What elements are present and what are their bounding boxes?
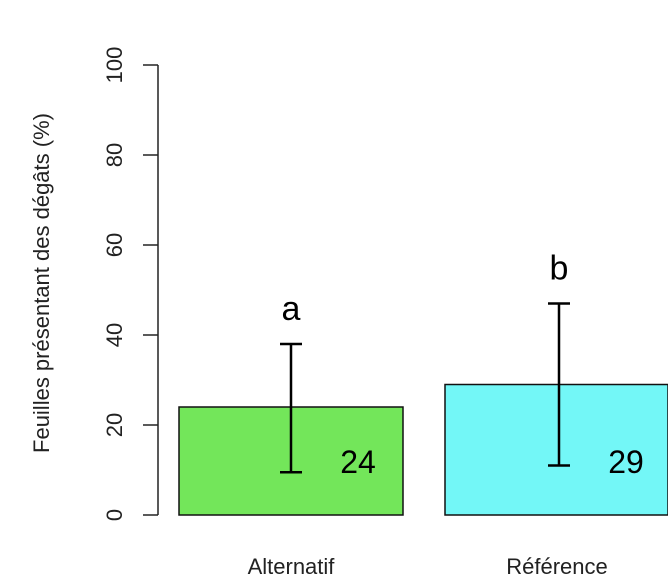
y-axis: 0 20 40 60 80 100 xyxy=(102,47,159,521)
x-category-label: Alternatif xyxy=(248,554,336,579)
bar-value-label: 29 xyxy=(608,444,644,480)
error-bar-2 xyxy=(548,302,570,467)
x-category-label: Référence xyxy=(506,554,608,579)
error-bar-1 xyxy=(280,342,302,474)
y-tick-label: 60 xyxy=(102,233,127,257)
y-tick-label: 80 xyxy=(102,143,127,167)
significance-letter: b xyxy=(550,250,569,288)
y-tick-label: 20 xyxy=(102,413,127,437)
significance-letter: a xyxy=(282,290,301,328)
bar-2 xyxy=(444,383,668,516)
x-axis-categories: Alternatif Référence xyxy=(248,554,608,579)
y-tick-label: 40 xyxy=(102,323,127,347)
y-tick-label: 0 xyxy=(102,509,127,521)
bar-value-label: 24 xyxy=(340,444,376,480)
y-axis-label: Feuilles présentant des dégâts (%) xyxy=(29,113,54,453)
bar-labels: 24 a 29 b xyxy=(282,250,644,481)
y-tick-label: 100 xyxy=(102,47,127,84)
error-bars xyxy=(280,302,570,474)
bars xyxy=(178,383,668,516)
